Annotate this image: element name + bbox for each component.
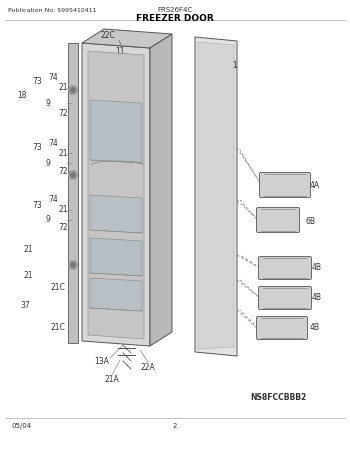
Text: FRS26F4C: FRS26F4C (158, 7, 192, 13)
Text: 22A: 22A (141, 362, 155, 371)
Polygon shape (68, 43, 78, 343)
Polygon shape (198, 42, 234, 349)
Text: 13A: 13A (94, 357, 110, 366)
Text: 11: 11 (115, 48, 125, 57)
Text: 4A: 4A (310, 180, 320, 189)
Text: 4B: 4B (312, 294, 322, 303)
Text: 18: 18 (17, 91, 27, 100)
Polygon shape (195, 37, 237, 356)
Circle shape (69, 260, 77, 270)
Polygon shape (90, 238, 142, 276)
Polygon shape (82, 29, 172, 48)
Text: 72: 72 (58, 168, 68, 177)
Circle shape (71, 88, 75, 92)
Text: FREEZER DOOR: FREEZER DOOR (136, 14, 214, 23)
Text: 73: 73 (32, 144, 42, 153)
Circle shape (69, 170, 77, 179)
FancyBboxPatch shape (259, 256, 312, 280)
Text: 74: 74 (48, 73, 58, 82)
Text: 05/04: 05/04 (12, 423, 32, 429)
Text: 73: 73 (32, 77, 42, 87)
Polygon shape (88, 51, 144, 339)
Text: 21: 21 (23, 270, 33, 280)
Text: 21: 21 (58, 206, 68, 215)
Text: 4B: 4B (310, 323, 320, 333)
Polygon shape (90, 100, 142, 163)
FancyBboxPatch shape (259, 286, 312, 309)
Text: 21C: 21C (51, 323, 65, 333)
Text: 21C: 21C (100, 58, 114, 67)
Text: NS8FCCBBB2: NS8FCCBBB2 (250, 393, 306, 402)
Circle shape (71, 263, 75, 267)
Polygon shape (90, 278, 142, 311)
Text: 21: 21 (58, 149, 68, 158)
Text: 21: 21 (23, 246, 33, 255)
FancyBboxPatch shape (257, 207, 300, 232)
FancyBboxPatch shape (259, 173, 310, 198)
Text: 2: 2 (173, 423, 177, 429)
Text: 74: 74 (48, 139, 58, 148)
Text: 9: 9 (46, 216, 50, 225)
Text: 73: 73 (32, 201, 42, 209)
Text: 21: 21 (58, 83, 68, 92)
FancyBboxPatch shape (257, 317, 308, 339)
Polygon shape (82, 43, 150, 346)
Text: 6B: 6B (305, 217, 315, 226)
Text: 21A: 21A (105, 376, 119, 385)
Text: 72: 72 (58, 223, 68, 232)
Text: 9: 9 (46, 98, 50, 107)
Text: 72: 72 (58, 109, 68, 117)
Circle shape (71, 173, 75, 177)
Polygon shape (90, 195, 142, 233)
Text: 22C: 22C (101, 32, 116, 40)
Polygon shape (150, 34, 172, 346)
Text: 4B: 4B (312, 264, 322, 273)
Text: 37: 37 (20, 300, 30, 309)
Text: 74: 74 (48, 196, 58, 204)
Text: Publication No: 5995410411: Publication No: 5995410411 (8, 8, 97, 13)
Text: 21C: 21C (51, 284, 65, 293)
Text: 1: 1 (232, 61, 237, 70)
Circle shape (69, 86, 77, 95)
Text: 9: 9 (46, 159, 50, 168)
